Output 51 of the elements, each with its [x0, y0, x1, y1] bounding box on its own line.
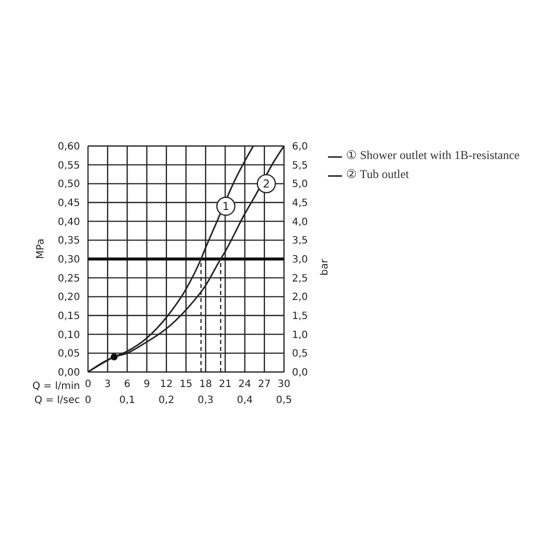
y-tick-label: 0,35	[58, 236, 80, 247]
y2-tick-label: 4,0	[292, 216, 308, 228]
y-tick-label: 0,40	[58, 216, 80, 228]
y2-tick-label: 5,0	[292, 179, 308, 190]
y-tick-label: 0,05	[58, 348, 80, 360]
y2-tick-label: 0,0	[292, 368, 308, 379]
y2-tick-label: 2,0	[292, 292, 308, 304]
x2-tick-label: 0,2	[158, 395, 174, 406]
x-tick-label: 27	[258, 379, 271, 390]
y-tick-label: 0,45	[58, 198, 80, 210]
x-tick-label: 21	[218, 379, 232, 390]
legend-label: ② Tub outlet	[346, 167, 410, 182]
y2-axis-title: bar	[320, 258, 331, 276]
x2-tick-label: 0,5	[276, 395, 292, 406]
y-tick-label: 0,60	[58, 142, 80, 153]
x-axis-title: Q = l/min	[32, 381, 80, 392]
x-tick-label: 18	[199, 379, 212, 390]
y-tick-label: 0,25	[58, 273, 80, 284]
y-axis-title: MPa	[36, 238, 47, 259]
x-tick-label: 30	[278, 379, 290, 390]
x2-tick-label: 0,3	[198, 395, 214, 406]
x-tick-label: 0	[84, 379, 92, 390]
x2-tick-label: 0,1	[119, 395, 136, 406]
x2-axis-title: Q = l/sec	[33, 395, 80, 406]
x-tick-label: 3	[104, 379, 111, 390]
y2-tick-label: 1,5	[292, 311, 308, 322]
y2-tick-label: 4,5	[292, 198, 308, 210]
y2-tick-label: 1,0	[292, 330, 308, 341]
y2-tick-label: 5,5	[292, 160, 308, 172]
y-tick-label: 0,50	[58, 179, 80, 190]
y2-tick-label: 3,5	[292, 236, 308, 247]
annotation: 2	[262, 178, 270, 191]
y-tick-label: 0,55	[58, 160, 80, 172]
x2-tick-label: 0	[84, 395, 92, 406]
x-tick-label: 24	[238, 379, 252, 390]
x-tick-label: 12	[160, 379, 173, 390]
annotation: 1	[222, 200, 230, 214]
x-tick-label: 15	[180, 379, 192, 390]
x2-tick-label: 0,4	[236, 395, 253, 406]
x-tick-label: 9	[144, 379, 150, 390]
x-tick-label: 6	[124, 379, 130, 390]
y-tick-label: 0,10	[58, 330, 80, 341]
legend-label: ① Shower outlet with 1B-resistance	[346, 148, 520, 163]
y-tick-label: 0,30	[58, 254, 80, 266]
y-tick-label: 0,15	[58, 311, 80, 322]
y-tick-label: 0,00	[58, 368, 80, 379]
y2-tick-label: 2,5	[292, 273, 308, 284]
y2-tick-label: 3,0	[292, 254, 308, 266]
y2-tick-label: 0,5	[292, 348, 308, 360]
y-tick-label: 0,20	[58, 292, 80, 304]
y2-tick-label: 6,0	[292, 142, 308, 153]
